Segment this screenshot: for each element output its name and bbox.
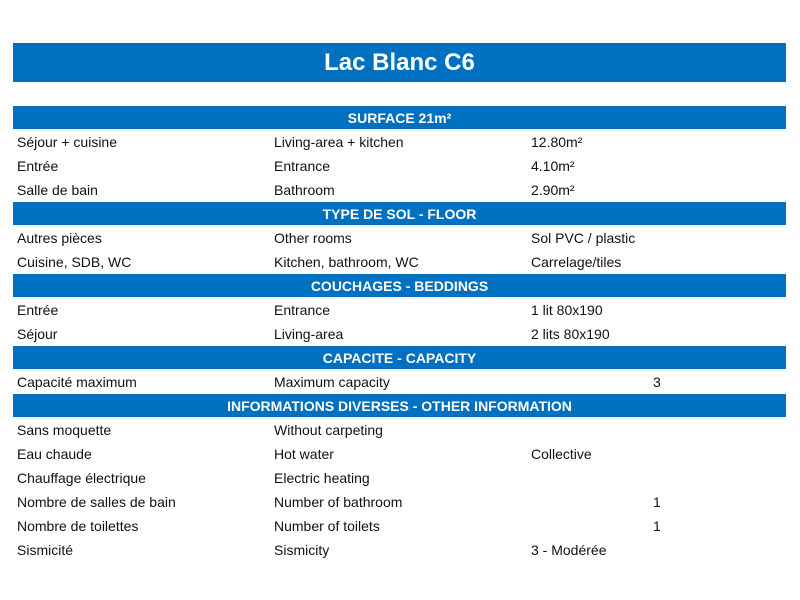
label-fr: Nombre de toilettes xyxy=(17,518,139,534)
table-row: Entrée Entrance 1 lit 80x190 xyxy=(13,298,786,322)
label-fr: Séjour + cuisine xyxy=(17,134,118,150)
table-row: Nombre de salles de bain Number of bathro… xyxy=(13,490,786,514)
label-en: Kitchen, bathroom, WC xyxy=(274,254,419,270)
table-row: Salle de bain Bathroom 2.90m² xyxy=(13,178,786,202)
value: 4.10m² xyxy=(531,158,575,174)
table-row: Séjour Living-area 2 lits 80x190 xyxy=(13,322,786,346)
label-en: Living-area + kitchen xyxy=(274,134,404,150)
table-row: Sismicité Sismicity 3 - Modérée xyxy=(13,538,786,562)
label-en: Without carpeting xyxy=(274,422,383,438)
value: Carrelage/tiles xyxy=(531,254,622,270)
table-row: Nombre de toilettes Number of toilets 1 xyxy=(13,514,786,538)
label-en: Electric heating xyxy=(274,470,370,486)
label-fr: Eau chaude xyxy=(17,446,92,462)
label-fr: Chauffage électrique xyxy=(17,470,146,486)
value: Sol PVC / plastic xyxy=(531,230,636,246)
label-en: Entrance xyxy=(274,158,331,174)
number-value: 3 xyxy=(653,374,661,390)
label-en: Hot water xyxy=(274,446,334,462)
label-en: Entrance xyxy=(274,302,331,318)
number-value: 1 xyxy=(653,518,661,534)
label-en: Number of toilets xyxy=(274,518,380,534)
section-header: COUCHAGES - BEDDINGS xyxy=(13,274,786,298)
label-en: Other rooms xyxy=(274,230,352,246)
label-fr: Entrée xyxy=(17,158,59,174)
section-header: INFORMATIONS DIVERSES - OTHER INFORMATIO… xyxy=(13,394,786,418)
label-fr: Entrée xyxy=(17,302,59,318)
section-header: CAPACITE - CAPACITY xyxy=(13,346,786,370)
label-fr: Capacité maximum xyxy=(17,374,137,390)
label-en: Living-area xyxy=(274,326,344,342)
info-table: SURFACE 21m² Séjour + cuisine Living-area … xyxy=(13,106,786,562)
value: 3 - Modérée xyxy=(531,542,607,558)
section-header: TYPE DE SOL - FLOOR xyxy=(13,202,786,226)
value: Collective xyxy=(531,446,592,462)
table-row: Chauffage électrique Electric heating xyxy=(13,466,786,490)
section-header: SURFACE 21m² xyxy=(13,106,786,130)
value: 12.80m² xyxy=(531,134,583,150)
label-en: Number of bathroom xyxy=(274,494,403,510)
label-fr: Sismicité xyxy=(17,542,74,558)
label-en: Maximum capacity xyxy=(274,374,390,390)
value: 1 lit 80x190 xyxy=(531,302,603,318)
table-row: Eau chaude Hot water Collective xyxy=(13,442,786,466)
label-fr: Séjour xyxy=(17,326,58,342)
table-row: Cuisine, SDB, WC Kitchen, bathroom, WC Car… xyxy=(13,250,786,274)
value: 2 lits 80x190 xyxy=(531,326,610,342)
label-fr: Autres pièces xyxy=(17,230,102,246)
label-en: Bathroom xyxy=(274,182,335,198)
label-fr: Nombre de salles de bain xyxy=(17,494,176,510)
table-row: Séjour + cuisine Living-area + kitchen 12.… xyxy=(13,130,786,154)
table-row: Capacité maximum Maximum capacity 3 xyxy=(13,370,786,394)
value: 2.90m² xyxy=(531,182,575,198)
page-title: Lac Blanc C6 xyxy=(13,43,786,82)
label-fr: Cuisine, SDB, WC xyxy=(17,254,132,270)
label-fr: Sans moquette xyxy=(17,422,112,438)
number-value: 1 xyxy=(653,494,661,510)
table-row: Sans moquette Without carpeting xyxy=(13,418,786,442)
label-en: Sismicity xyxy=(274,542,330,558)
label-fr: Salle de bain xyxy=(17,182,98,198)
table-row: Autres pièces Other rooms Sol PVC / plasti… xyxy=(13,226,786,250)
table-row: Entrée Entrance 4.10m² xyxy=(13,154,786,178)
